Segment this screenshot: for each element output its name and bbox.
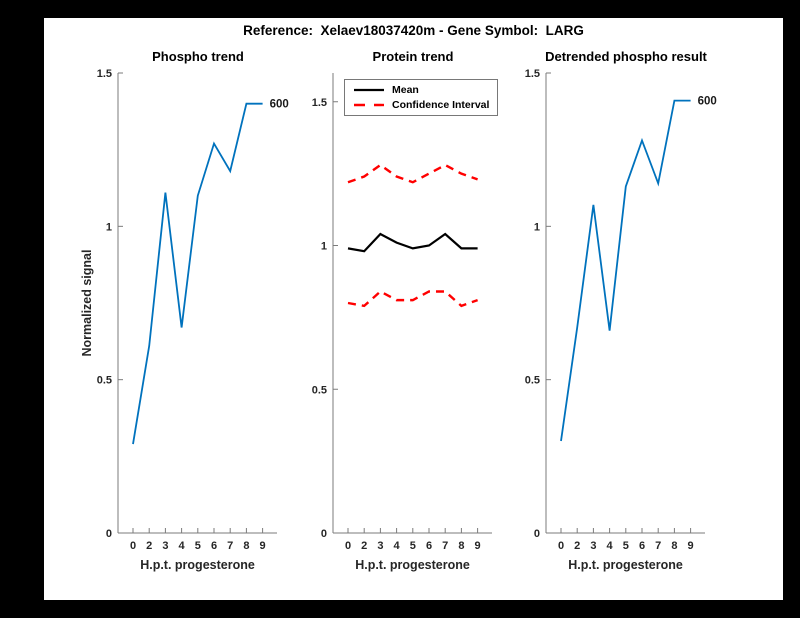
y-tick-label: 1 [106, 221, 112, 233]
x-tick-label: 9 [260, 540, 266, 552]
phospho-signal-line [132, 102, 263, 445]
y-tick-label: 0 [534, 528, 540, 540]
y-tick-label: 0.5 [97, 375, 112, 387]
y-tick-label: 0.5 [525, 375, 540, 387]
x-tick-label: 4 [179, 540, 186, 552]
y-tick-label: 1.5 [525, 68, 540, 80]
ci-upper-line [347, 163, 479, 184]
x-tick-label: 0 [558, 540, 564, 552]
plot-title: Detrended phospho result [545, 49, 707, 64]
figure-title: Reference: Xelaev18037420m - Gene Symbol… [243, 23, 584, 38]
x-tick-label: 0 [345, 540, 351, 552]
figure-canvas: Reference: Xelaev18037420m - Gene Symbol… [44, 18, 783, 600]
ci-dashed-line-icon [354, 103, 384, 107]
x-tick-label: 3 [162, 540, 168, 552]
x-tick-label: 8 [458, 540, 464, 552]
x-tick-label: 6 [639, 540, 645, 552]
y-tick-label: 0 [106, 528, 112, 540]
x-tick-label: 7 [655, 540, 661, 552]
subplot-phospho-trend: Phospho trend 0 0.5 1 1.5 0 2 3 4 5 6 7 8 9 600 H.p.t… [73, 40, 323, 588]
x-tick-label: 9 [475, 540, 481, 552]
subplot-protein-trend: Protein trend 0 0.5 1 1.5 0 2 3 4 5 6 7 8 9 Mean Con… [288, 40, 538, 588]
detrended-phospho-line [560, 99, 691, 442]
x-tick-label: 2 [146, 540, 152, 552]
cluster-label: 600 [270, 99, 289, 111]
x-tick-label: 5 [410, 540, 416, 552]
cluster-label: 600 [698, 96, 717, 108]
x-tick-label: 7 [442, 540, 448, 552]
x-tick-label: 2 [574, 540, 580, 552]
y-tick-label: 1 [534, 221, 540, 233]
x-axis-label: H.p.t. progesterone [140, 558, 255, 572]
legend-item-confidence-interval: Confidence Interval [353, 99, 489, 111]
legend: Mean Confidence Interval [344, 79, 499, 116]
y-tick-label: 1.5 [312, 97, 327, 109]
mean-line [347, 232, 478, 253]
x-tick-label: 8 [243, 540, 249, 552]
x-tick-label: 0 [130, 540, 136, 552]
legend-item-mean: Mean [353, 84, 489, 96]
y-tick-label: 1.5 [97, 68, 112, 80]
ci-lower-line [347, 290, 479, 308]
x-tick-label: 3 [377, 540, 383, 552]
subplot-detrended-phospho: Detrended phospho result 0 0.5 1 1.5 0 2 3 4 5 6 7… [501, 40, 751, 588]
y-tick-label: 1 [321, 241, 327, 253]
x-tick-label: 3 [590, 540, 596, 552]
x-tick-label: 7 [227, 540, 233, 552]
x-axis-label: H.p.t. progesterone [355, 558, 470, 572]
plot-title: Phospho trend [152, 49, 244, 64]
legend-label: Mean [392, 84, 419, 96]
legend-label: Confidence Interval [392, 99, 490, 111]
y-tick-label: 0.5 [312, 384, 327, 396]
x-axis-label: H.p.t. progesterone [568, 558, 683, 572]
x-tick-label: 2 [361, 540, 367, 552]
x-tick-label: 8 [671, 540, 677, 552]
x-tick-label: 6 [426, 540, 432, 552]
x-tick-label: 5 [195, 540, 201, 552]
y-tick-label: 0 [321, 528, 327, 540]
x-tick-label: 9 [688, 540, 694, 552]
x-tick-label: 4 [607, 540, 614, 552]
x-tick-label: 5 [623, 540, 629, 552]
protein-trend-chart: 00.511.50 2 3 4 5 6 7 8 9 [312, 73, 492, 552]
x-tick-label: 6 [211, 540, 217, 552]
plot-title: Protein trend [372, 49, 454, 64]
mean-line-icon [354, 88, 384, 92]
x-tick-label: 4 [394, 540, 401, 552]
